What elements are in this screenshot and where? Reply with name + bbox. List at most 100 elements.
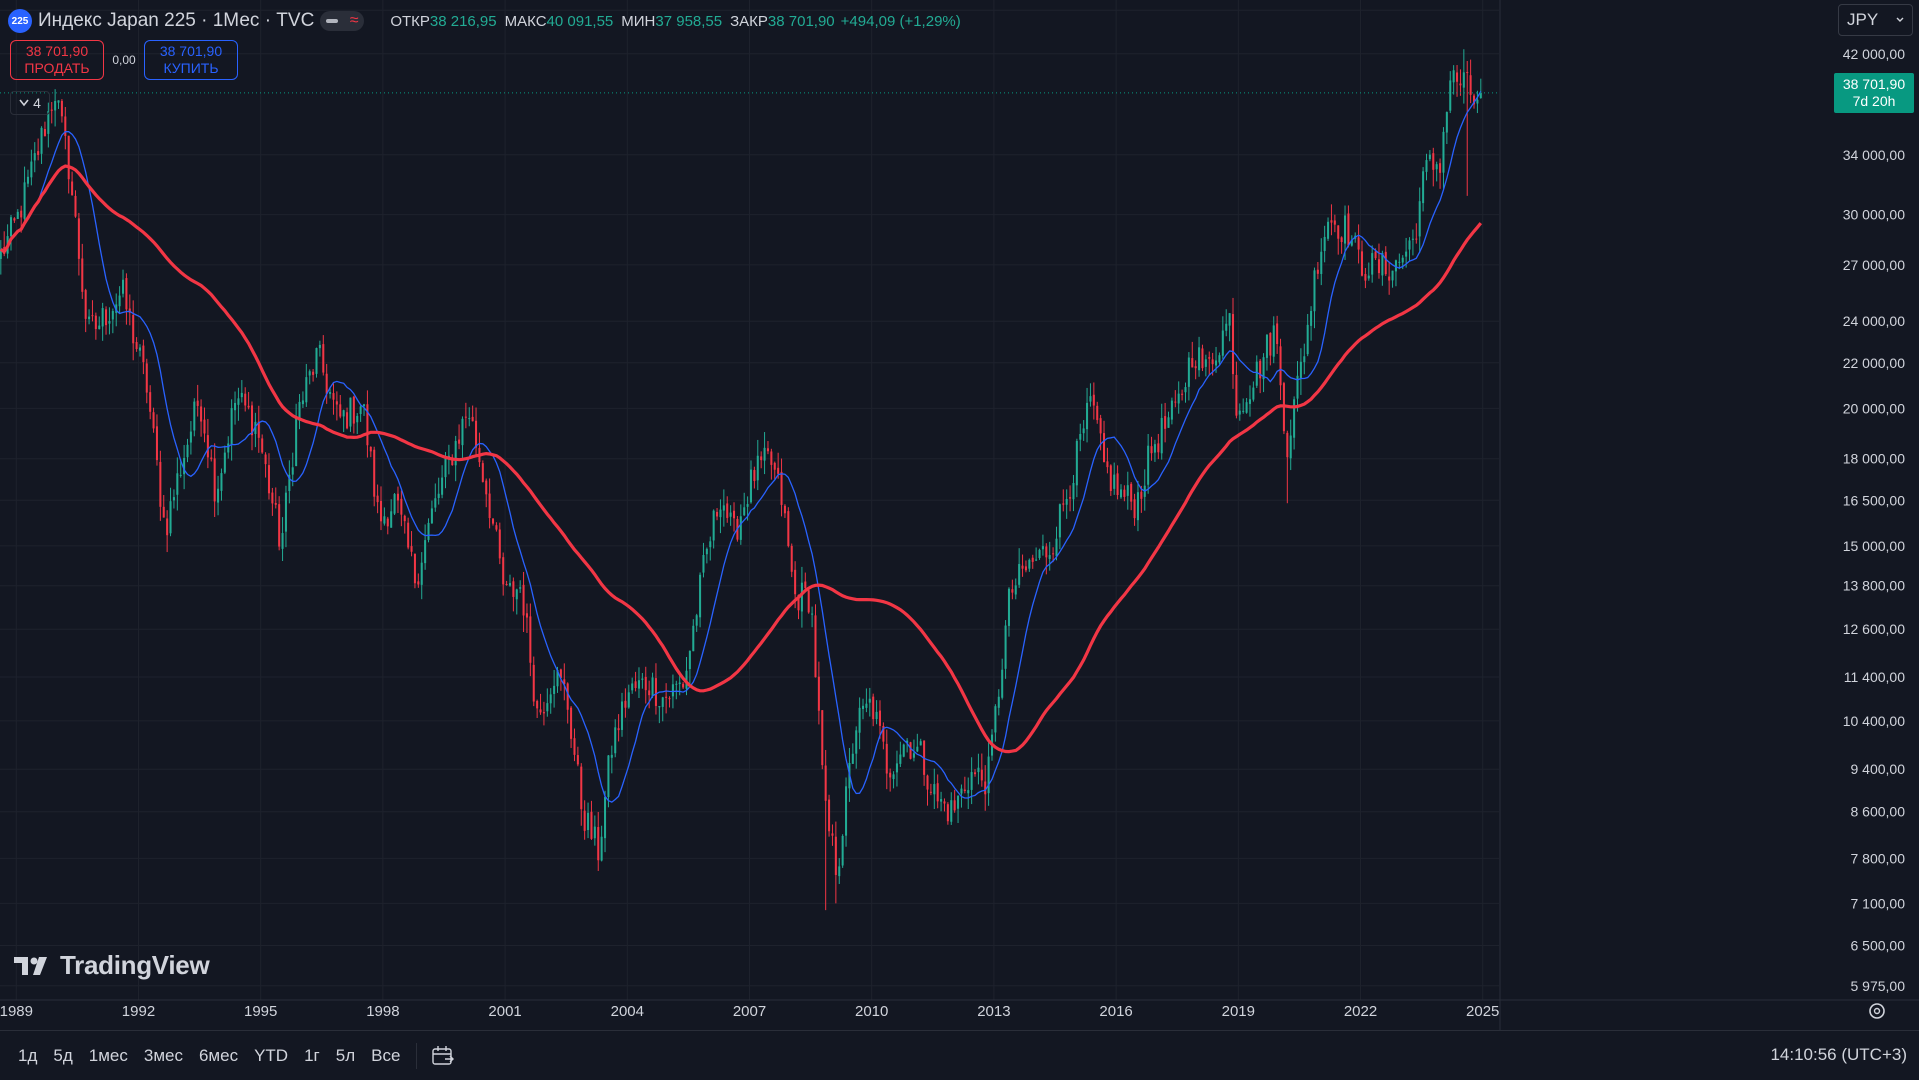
candle-body xyxy=(1408,240,1411,250)
candle-body xyxy=(491,518,495,524)
candle-body xyxy=(1208,357,1211,359)
candle-body xyxy=(885,743,888,774)
timezone-clock[interactable]: 14:10:56 (UTC+3) xyxy=(1770,1045,1907,1064)
candle-body xyxy=(1157,443,1160,453)
ohlc-low-value: 37 958,55 xyxy=(655,12,723,30)
ohlc-open-value: 38 216,95 xyxy=(429,12,497,30)
range-ytd[interactable]: YTD xyxy=(254,1045,289,1065)
candle-body xyxy=(318,344,321,349)
candle-body xyxy=(359,406,362,415)
candle-body xyxy=(1041,546,1044,550)
candle-body xyxy=(699,574,702,618)
buy-button[interactable]: 38 701,90 КУПИТЬ xyxy=(144,40,238,80)
candle-body xyxy=(512,581,515,597)
candle-body xyxy=(739,516,742,540)
ma-short-line xyxy=(0,90,1482,803)
candle-body xyxy=(1238,410,1241,415)
tradingview-logo[interactable]: TradingView xyxy=(14,950,210,981)
candle-body xyxy=(1320,251,1323,274)
candle-body xyxy=(121,279,125,294)
candle-body xyxy=(1337,225,1340,239)
candle-body xyxy=(726,503,729,518)
symbol-logo[interactable]: 225 xyxy=(8,9,32,33)
candle-body xyxy=(1445,112,1448,133)
candle-body xyxy=(1038,549,1041,559)
candle-body xyxy=(1279,346,1282,386)
candle-body xyxy=(230,408,233,445)
candle-body xyxy=(1293,399,1296,438)
range-5d[interactable]: 5д xyxy=(53,1045,73,1065)
candle-body xyxy=(1374,251,1377,259)
candle-body xyxy=(1479,92,1482,99)
candle-body xyxy=(576,755,579,765)
candle-body xyxy=(587,812,590,831)
candle-body xyxy=(1248,399,1251,404)
candle-body xyxy=(234,402,237,411)
range-1m[interactable]: 1мес xyxy=(88,1045,128,1065)
candle-body xyxy=(57,100,60,103)
candle-body xyxy=(1181,393,1184,395)
go-to-date-button[interactable] xyxy=(431,1044,457,1068)
sell-button[interactable]: 38 701,90 ПРОДАТЬ xyxy=(10,40,104,80)
candle-body xyxy=(828,799,831,832)
indicators-toggle-button[interactable]: 4 xyxy=(10,91,50,115)
candle-body xyxy=(763,447,766,461)
chart-type-toggle[interactable]: ≈ xyxy=(320,11,365,31)
range-3m[interactable]: 3мес xyxy=(143,1045,183,1065)
candle-body xyxy=(994,706,997,733)
candle-body xyxy=(702,555,705,573)
range-5y[interactable]: 5л xyxy=(335,1045,356,1065)
candle-body xyxy=(933,784,936,795)
candle-body xyxy=(878,710,882,726)
candle-body xyxy=(1394,260,1397,272)
candle-body xyxy=(882,725,885,742)
candle-body xyxy=(1126,485,1129,496)
trade-panel: 38 701,90 ПРОДАТЬ 0,00 38 701,90 КУПИТЬ xyxy=(10,40,238,80)
candle-body xyxy=(1259,360,1262,379)
x-tick-label: 2004 xyxy=(611,1003,644,1020)
ohlc-high-label: МАКС xyxy=(504,12,547,30)
candle-body xyxy=(77,218,80,259)
candle-body xyxy=(977,767,980,773)
candle-body xyxy=(26,176,29,184)
candle-body xyxy=(804,581,807,589)
candle-body xyxy=(1276,323,1279,344)
candle-body xyxy=(267,465,270,494)
y-tick-label: 10 400,00 xyxy=(1843,713,1905,729)
currency-select[interactable]: JPY xyxy=(1838,4,1913,36)
chevron-down-icon xyxy=(19,99,29,107)
candle-body xyxy=(1021,565,1024,569)
candle-body xyxy=(889,772,892,778)
candle-body xyxy=(240,392,243,398)
candle-body xyxy=(858,707,861,733)
candle-body xyxy=(821,710,824,766)
toolbar-divider xyxy=(416,1042,418,1069)
range-1d[interactable]: 1д xyxy=(18,1045,38,1065)
candle-body xyxy=(54,100,57,111)
range-all[interactable]: Все xyxy=(371,1045,401,1065)
candle-body xyxy=(1140,491,1143,499)
symbol-title[interactable]: Индекс Japan 225 · 1Мес · TVC xyxy=(38,10,315,31)
candle-body xyxy=(753,470,756,482)
range-1y[interactable]: 1г xyxy=(304,1045,320,1065)
x-tick-label: 1989 xyxy=(0,1003,33,1020)
candle-body xyxy=(91,315,94,317)
candle-body xyxy=(1116,473,1119,495)
candle-body xyxy=(1147,445,1150,485)
candle-body xyxy=(400,498,403,515)
candle-body xyxy=(665,696,668,698)
candle-body xyxy=(906,740,909,744)
candle-body xyxy=(1360,251,1364,276)
candle-body xyxy=(861,705,865,709)
candle-body xyxy=(1323,236,1326,252)
candle-body xyxy=(346,412,349,429)
candle-body xyxy=(176,473,179,495)
symbol-header: 225 Индекс Japan 225 · 1Мес · TVC ≈ ОТКР… xyxy=(8,8,961,34)
candle-body xyxy=(203,419,206,434)
candle-body xyxy=(60,100,63,117)
candle-body xyxy=(67,135,70,180)
range-6m[interactable]: 6мес xyxy=(198,1045,239,1065)
candle-body xyxy=(807,590,810,613)
